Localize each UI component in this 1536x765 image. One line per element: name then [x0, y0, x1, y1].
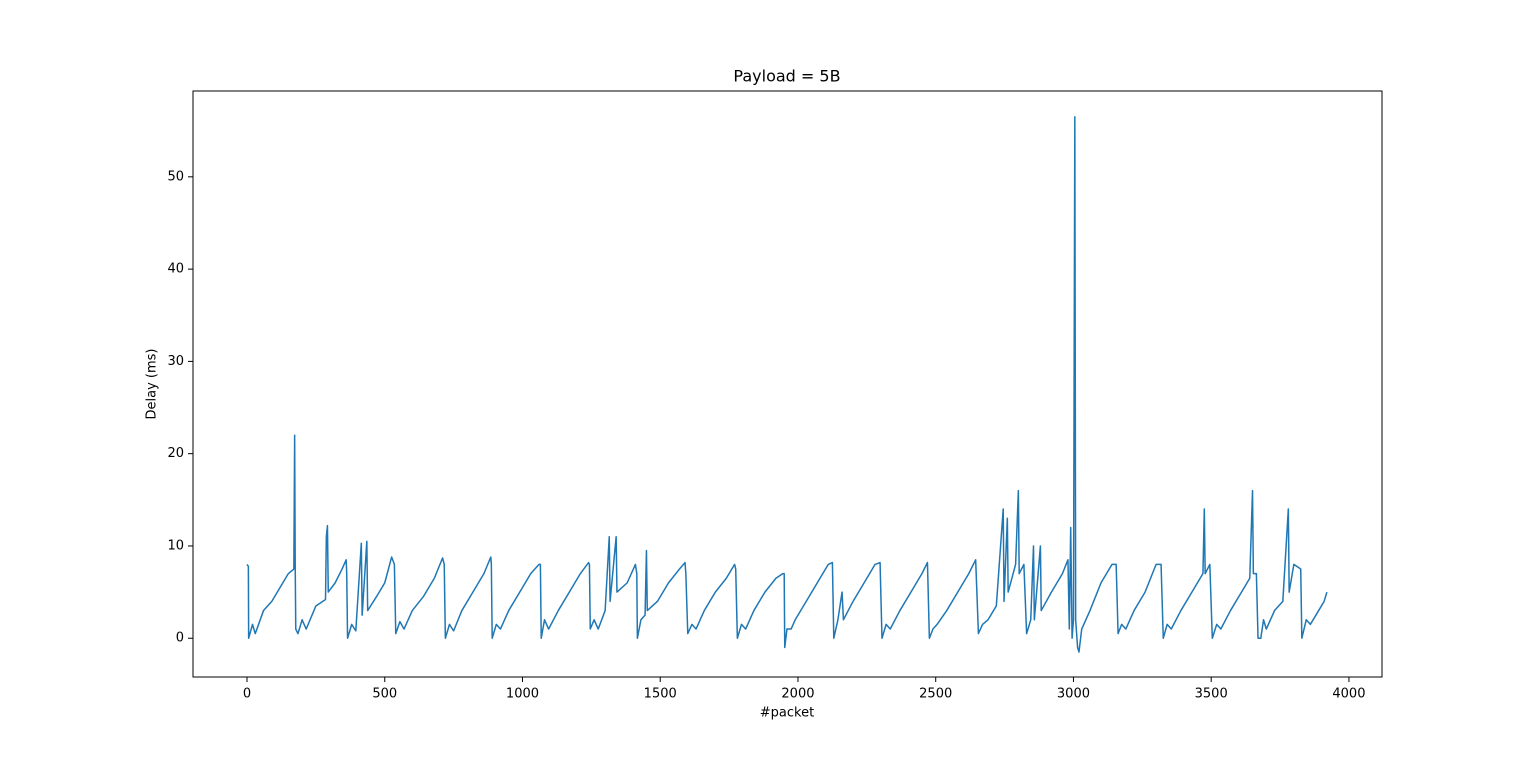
x-axis-label: #packet	[760, 706, 814, 721]
y-tick-label: 50	[167, 169, 184, 184]
chart-title: Payload = 5B	[733, 67, 840, 86]
y-tick-label: 20	[167, 446, 184, 461]
x-tick-label: 4000	[1332, 687, 1365, 702]
line-series	[246, 116, 1328, 653]
x-tick-label: 1000	[506, 687, 539, 702]
x-tick-label: 0	[243, 687, 251, 702]
x-tick-label: 2500	[919, 687, 952, 702]
x-tick-label: 3500	[1195, 687, 1228, 702]
x-tick-label: 500	[372, 687, 397, 702]
plot-frame	[192, 90, 1383, 678]
y-tick-label: 30	[167, 354, 184, 369]
y-tick-label: 40	[167, 262, 184, 277]
y-tick-label: 10	[167, 538, 184, 553]
x-tick-label: 3000	[1057, 687, 1090, 702]
x-tick-label: 1500	[644, 687, 677, 702]
x-tick-label: 2000	[781, 687, 814, 702]
y-axis-label: Delay (ms)	[145, 349, 160, 420]
y-tick-label: 0	[176, 631, 184, 646]
